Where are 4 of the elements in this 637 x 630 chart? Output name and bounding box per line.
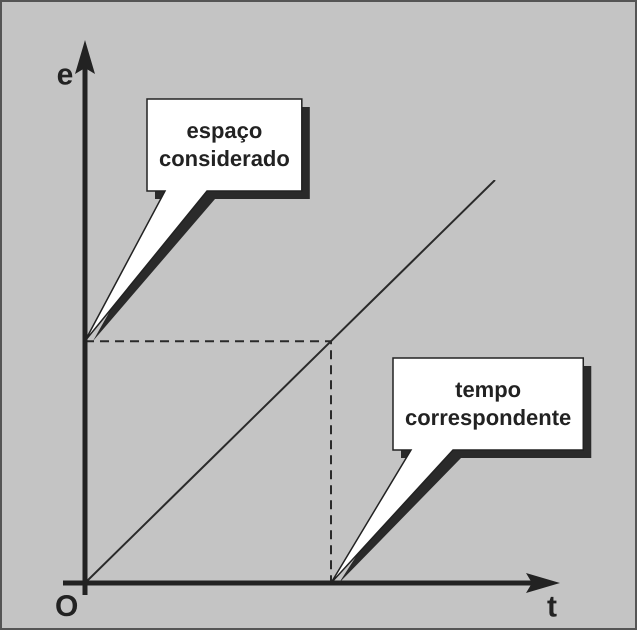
annotation: tempo correspondente [404, 376, 572, 432]
y-axis-title: e [56, 58, 74, 92]
text: O [55, 590, 78, 624]
x-axis-title: t [547, 590, 557, 624]
